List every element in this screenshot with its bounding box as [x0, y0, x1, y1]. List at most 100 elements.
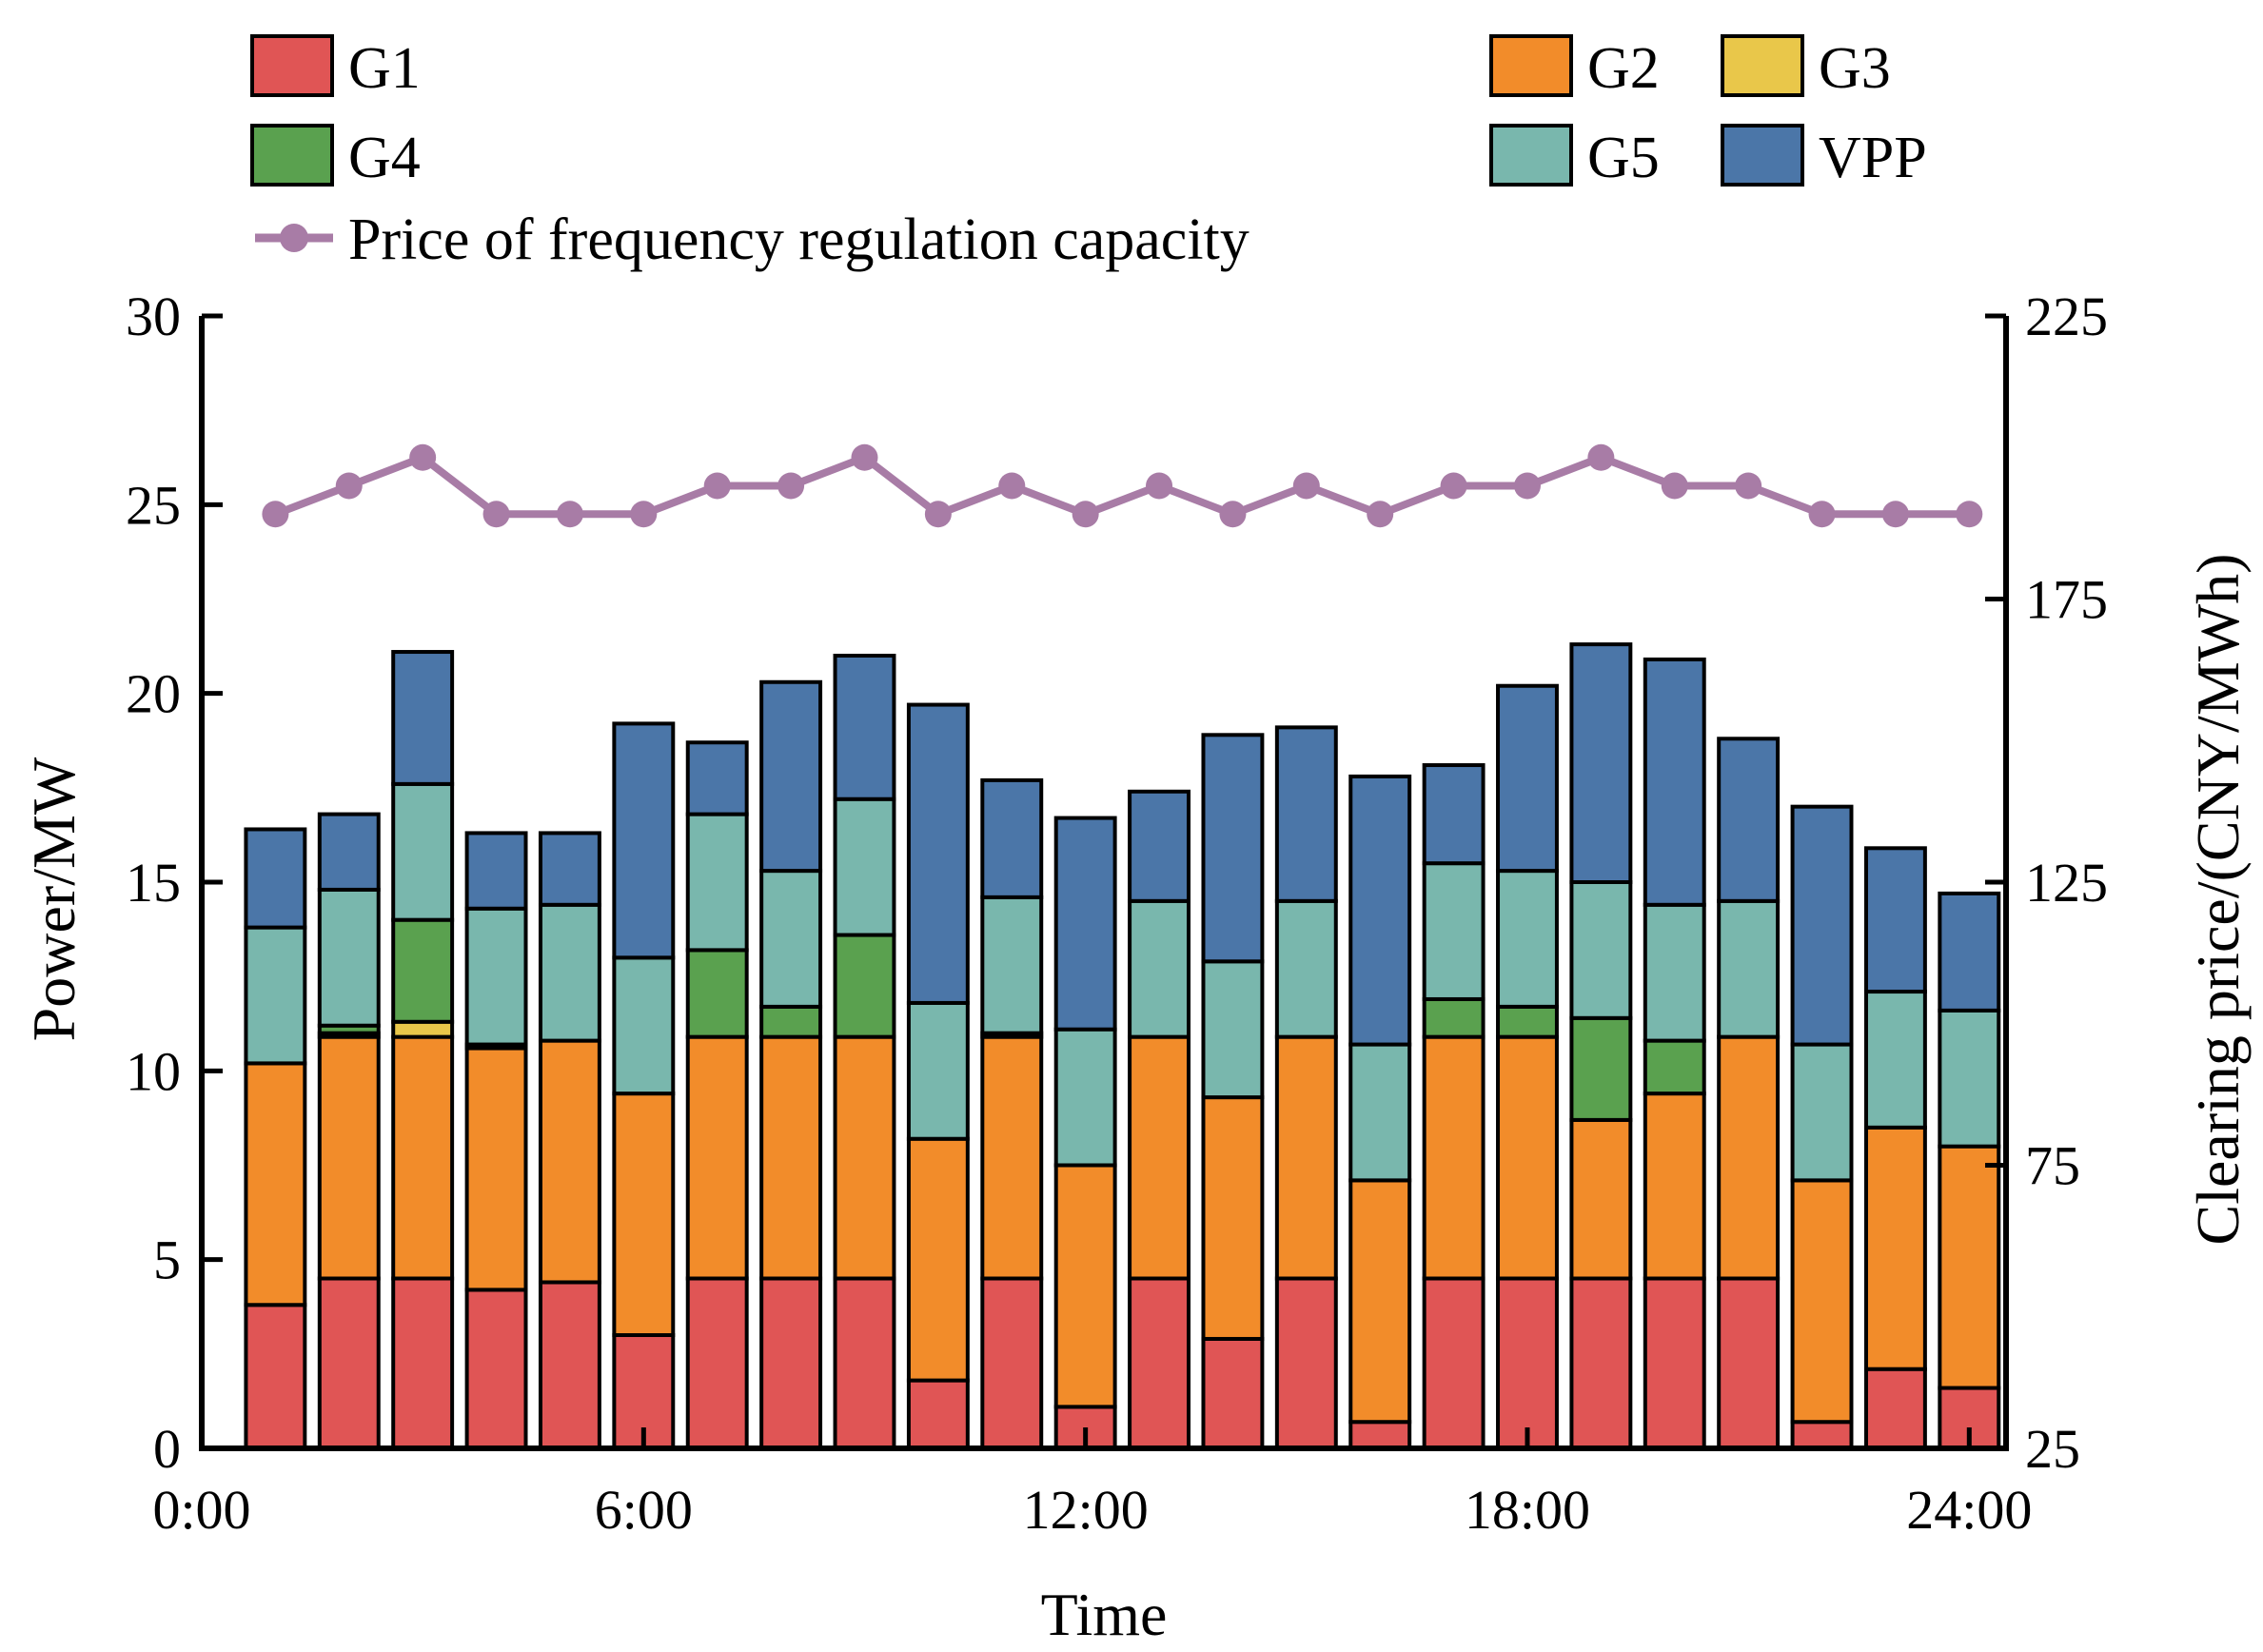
bar-g1-14 — [1201, 1336, 1265, 1451]
price-point-21 — [1735, 472, 1762, 500]
bar-g1-4 — [464, 1288, 528, 1451]
price-point-8 — [777, 472, 805, 500]
bar-g5-13 — [1128, 898, 1191, 1039]
price-point-10 — [924, 501, 952, 528]
bar-vpp-18 — [1496, 683, 1559, 874]
bar-g2-15 — [1274, 1034, 1338, 1281]
bar-g5-24 — [1938, 1008, 2001, 1149]
bar-g4-20 — [1643, 1038, 1706, 1096]
y-tick-label-0: 0 — [153, 1418, 181, 1480]
y2-tick-label-225: 225 — [2025, 285, 2108, 347]
bar-vpp-15 — [1274, 725, 1338, 903]
bar-g2-20 — [1643, 1092, 1706, 1281]
price-point-9 — [851, 443, 878, 471]
price-point-2 — [335, 472, 363, 500]
price-point-11 — [998, 472, 1026, 500]
price-point-16 — [1367, 501, 1394, 528]
bar-vpp-1 — [244, 827, 307, 930]
bar-g4-3 — [391, 917, 455, 1024]
bar-g1-9 — [833, 1276, 896, 1450]
bar-g1-2 — [317, 1276, 381, 1450]
bar-vpp-6 — [612, 721, 676, 960]
bar-vpp-2 — [317, 812, 381, 892]
bar-g5-3 — [391, 781, 455, 922]
price-point-15 — [1292, 472, 1320, 500]
bar-g2-5 — [538, 1038, 601, 1285]
bar-g2-1 — [244, 1061, 307, 1308]
bar-g5-9 — [833, 796, 896, 937]
bar-vpp-20 — [1643, 657, 1706, 907]
bar-g1-19 — [1569, 1276, 1633, 1450]
bar-g5-12 — [1053, 1027, 1117, 1168]
price-point-6 — [630, 501, 658, 528]
price-point-24 — [1956, 501, 1983, 528]
bar-g1-3 — [391, 1276, 455, 1450]
legend-label-g2: G2 — [1587, 36, 1660, 101]
bar-g1-18 — [1496, 1276, 1559, 1450]
legend: G1 G4 G2 G3 G5 VPP Price of frequency re… — [250, 34, 1927, 272]
bar-vpp-14 — [1201, 733, 1265, 964]
legend-swatch-g2 — [1489, 34, 1573, 97]
x-axis-title: Time — [1041, 1581, 1168, 1648]
bar-vpp-21 — [1717, 737, 1781, 903]
legend-swatch-vpp — [1721, 124, 1804, 187]
price-point-3 — [409, 443, 437, 471]
bar-g4-7 — [685, 948, 749, 1039]
bar-g5-6 — [612, 955, 676, 1096]
x-tick-label-24: 24:00 — [1906, 1479, 2032, 1541]
bar-g2-21 — [1717, 1034, 1781, 1281]
x-tick-label-12: 12:00 — [1023, 1479, 1149, 1541]
bar-g1-7 — [685, 1276, 749, 1450]
bar-g5-16 — [1348, 1042, 1412, 1183]
bar-g4-9 — [833, 933, 896, 1039]
bar-g2-11 — [980, 1034, 1044, 1281]
bar-g5-11 — [980, 895, 1044, 1035]
price-point-18 — [1513, 472, 1541, 500]
price-point-17 — [1440, 472, 1467, 500]
bar-g5-1 — [244, 925, 307, 1066]
bar-g1-1 — [244, 1303, 307, 1451]
bar-g1-22 — [1790, 1420, 1854, 1450]
bar-g2-8 — [759, 1034, 823, 1281]
bar-g5-22 — [1790, 1042, 1854, 1183]
price-point-14 — [1219, 501, 1247, 528]
bar-g1-21 — [1717, 1276, 1781, 1450]
bar-g2-9 — [833, 1034, 896, 1281]
bar-g1-8 — [759, 1276, 823, 1450]
price-point-23 — [1881, 501, 1909, 528]
bar-g5-8 — [759, 869, 823, 1009]
bar-g1-16 — [1348, 1420, 1412, 1450]
price-point-1 — [262, 501, 289, 528]
bar-vpp-23 — [1863, 846, 1927, 994]
bar-g5-23 — [1863, 990, 1927, 1130]
bar-g5-7 — [685, 812, 749, 953]
legend-label-g4: G4 — [348, 126, 421, 190]
bar-vpp-9 — [833, 654, 896, 801]
legend-label-vpp: VPP — [1819, 126, 1927, 190]
y-tick-label-20: 20 — [126, 663, 181, 725]
bar-g5-5 — [538, 902, 601, 1043]
bar-vpp-16 — [1348, 774, 1412, 1047]
bar-vpp-10 — [906, 702, 970, 1005]
bar-g5-15 — [1274, 898, 1338, 1039]
bar-g2-6 — [612, 1092, 676, 1337]
bar-vpp-12 — [1053, 816, 1117, 1032]
price-line-layer — [262, 443, 1983, 528]
bar-g5-14 — [1201, 959, 1265, 1100]
bar-vpp-3 — [391, 650, 455, 786]
bar-g1-15 — [1274, 1276, 1338, 1450]
price-point-7 — [703, 472, 731, 500]
y2-tick-label-125: 125 — [2025, 852, 2108, 914]
bar-g2-3 — [391, 1034, 455, 1281]
y-axis-title: Power/MW — [20, 757, 88, 1041]
bar-g5-10 — [906, 1000, 970, 1141]
bar-vpp-5 — [538, 831, 601, 907]
x-tick-label-6: 6:00 — [595, 1479, 693, 1541]
bar-vpp-24 — [1938, 891, 2001, 1013]
price-point-13 — [1146, 472, 1173, 500]
x-tick-label-18: 18:00 — [1465, 1479, 1590, 1541]
bar-g2-16 — [1348, 1178, 1412, 1425]
bar-g5-2 — [317, 887, 381, 1028]
bar-g2-19 — [1569, 1117, 1633, 1281]
